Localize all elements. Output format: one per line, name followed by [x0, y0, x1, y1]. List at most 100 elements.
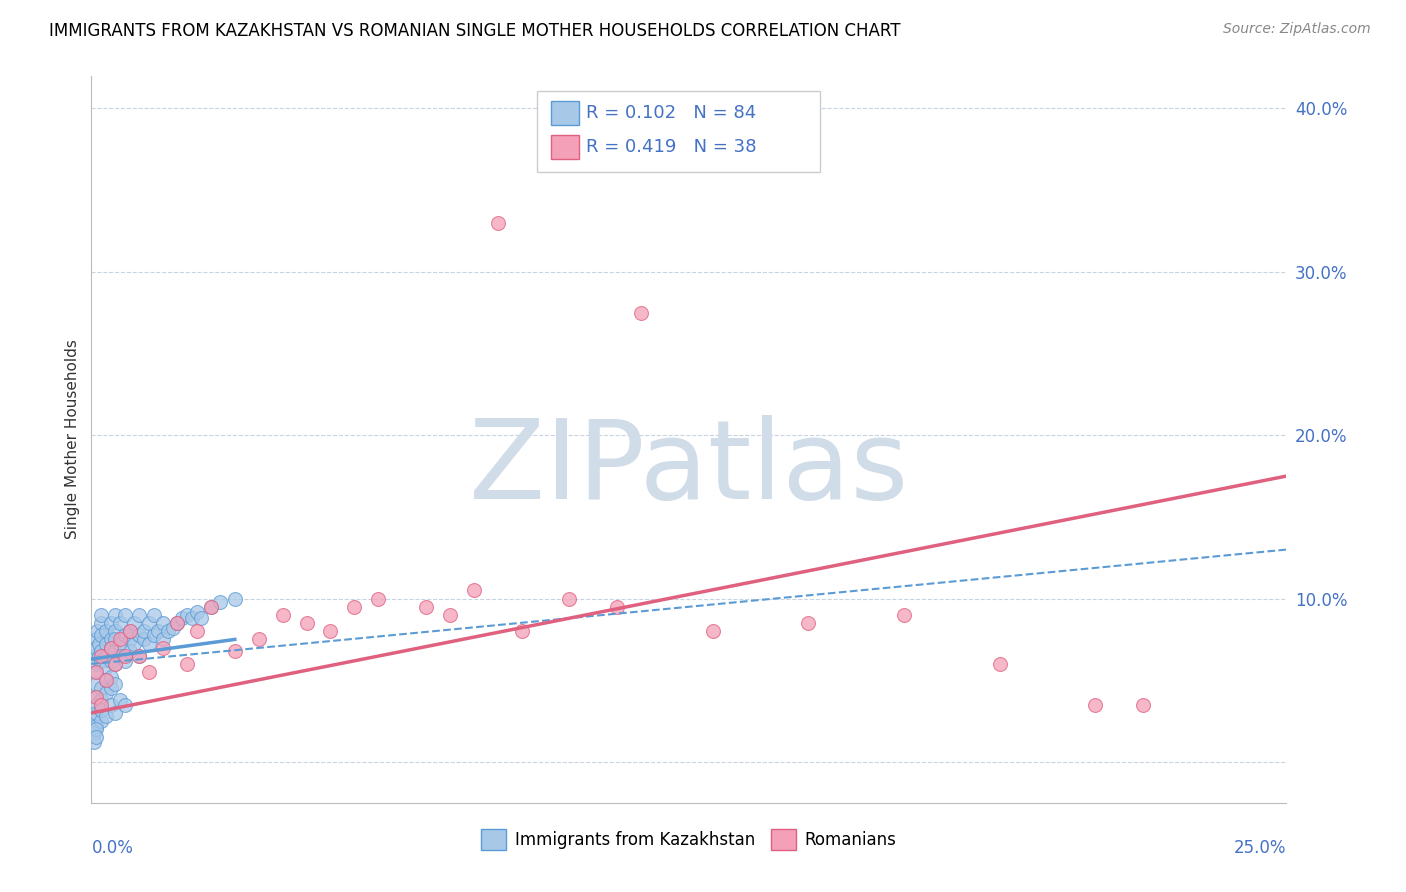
Point	[90, 627, 112, 641]
Point	[128, 648, 150, 663]
Point	[510, 624, 533, 639]
Point	[152, 640, 174, 655]
Point	[186, 624, 208, 639]
Point	[104, 607, 127, 622]
Point	[100, 640, 122, 655]
Point	[606, 599, 628, 614]
Point	[224, 591, 246, 606]
Point	[90, 681, 112, 696]
Point	[94, 660, 117, 674]
Point	[84, 665, 107, 679]
Point	[108, 637, 131, 651]
Point	[132, 624, 155, 639]
Point	[84, 632, 107, 647]
Text: Source: ZipAtlas.com: Source: ZipAtlas.com	[1223, 22, 1371, 37]
Text: 25.0%: 25.0%	[1234, 839, 1286, 857]
Point	[114, 654, 136, 668]
Point	[463, 583, 485, 598]
Point	[104, 676, 127, 690]
Point	[114, 627, 136, 641]
Text: R = 0.419   N = 38: R = 0.419 N = 38	[586, 138, 756, 156]
Point	[128, 627, 150, 641]
Point	[84, 676, 107, 690]
Point	[86, 624, 108, 639]
Point	[148, 624, 170, 639]
Point	[295, 616, 318, 631]
Point	[83, 735, 105, 749]
Point	[90, 616, 112, 631]
Point	[104, 624, 127, 639]
Point	[142, 607, 165, 622]
Point	[319, 624, 342, 639]
Point	[94, 709, 117, 723]
Point	[100, 640, 122, 655]
Point	[152, 616, 174, 631]
Text: R = 0.102   N = 84: R = 0.102 N = 84	[586, 104, 756, 122]
Point	[166, 616, 188, 631]
Point	[100, 616, 122, 631]
Point	[176, 607, 198, 622]
Point	[702, 624, 724, 639]
Point	[84, 640, 107, 655]
Point	[152, 632, 174, 647]
Point	[94, 637, 117, 651]
Point	[124, 616, 146, 631]
Point	[343, 599, 366, 614]
Point	[118, 632, 141, 647]
Point	[90, 714, 112, 728]
Point	[84, 706, 107, 720]
Point	[367, 591, 389, 606]
Point	[200, 599, 222, 614]
Point	[100, 632, 122, 647]
Point	[84, 657, 107, 671]
Point	[104, 644, 127, 658]
Point	[90, 698, 112, 712]
Point	[104, 706, 127, 720]
Point	[100, 654, 122, 668]
Point	[84, 648, 107, 663]
Point	[209, 595, 232, 609]
Point	[166, 616, 188, 631]
Point	[94, 673, 117, 688]
Point	[94, 624, 117, 639]
Point	[558, 591, 581, 606]
Point	[200, 599, 222, 614]
Point	[100, 681, 122, 696]
Point	[1132, 698, 1154, 712]
Point	[94, 648, 117, 663]
Point	[87, 648, 110, 663]
Point	[90, 654, 112, 668]
Point	[132, 632, 155, 647]
Point	[128, 648, 150, 663]
Point	[415, 599, 437, 614]
Point	[84, 698, 107, 712]
Point	[108, 693, 131, 707]
Point	[100, 670, 122, 684]
Point	[486, 216, 509, 230]
Point	[84, 709, 107, 723]
Point	[118, 624, 141, 639]
Point	[94, 686, 117, 700]
Point	[138, 616, 160, 631]
Point	[90, 693, 112, 707]
Point	[104, 657, 127, 671]
Point	[84, 731, 107, 745]
Point	[138, 665, 160, 679]
Point	[90, 607, 112, 622]
Point	[100, 698, 122, 712]
Legend: Immigrants from Kazakhstan, Romanians: Immigrants from Kazakhstan, Romanians	[475, 822, 903, 856]
Point	[180, 611, 202, 625]
Point	[176, 657, 198, 671]
Point	[1084, 698, 1107, 712]
Point	[90, 703, 112, 717]
Point	[630, 306, 652, 320]
Point	[439, 607, 461, 622]
Point	[108, 616, 131, 631]
Point	[84, 690, 107, 704]
Point	[172, 611, 194, 625]
Point	[156, 624, 179, 639]
Point	[128, 607, 150, 622]
Point	[94, 673, 117, 688]
Point	[988, 657, 1011, 671]
Y-axis label: Single Mother Households: Single Mother Households	[65, 339, 80, 540]
